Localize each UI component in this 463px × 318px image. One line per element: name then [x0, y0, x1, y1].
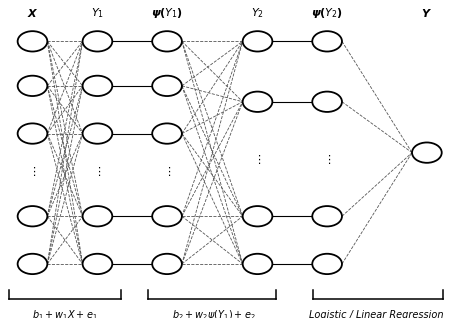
- Circle shape: [18, 76, 47, 96]
- Text: $\vdots$: $\vdots$: [163, 165, 171, 178]
- Circle shape: [82, 123, 112, 144]
- Text: $\boldsymbol{\psi(Y_2)}$: $\boldsymbol{\psi(Y_2)}$: [310, 6, 343, 20]
- Text: $\boldsymbol{Y_1}$: $\boldsymbol{Y_1}$: [91, 6, 104, 20]
- Circle shape: [152, 123, 181, 144]
- Circle shape: [242, 92, 272, 112]
- Text: $\vdots$: $\vdots$: [253, 153, 261, 165]
- Circle shape: [18, 254, 47, 274]
- Circle shape: [152, 76, 181, 96]
- Circle shape: [152, 206, 181, 226]
- Circle shape: [152, 31, 181, 52]
- Circle shape: [242, 254, 272, 274]
- Text: $b_2 + w_2\psi(Y_1) + e_2$: $b_2 + w_2\psi(Y_1) + e_2$: [171, 308, 255, 318]
- Text: $\vdots$: $\vdots$: [28, 165, 37, 178]
- Circle shape: [82, 31, 112, 52]
- Circle shape: [312, 92, 341, 112]
- Circle shape: [312, 31, 341, 52]
- Circle shape: [82, 206, 112, 226]
- Text: $\vdots$: $\vdots$: [322, 153, 331, 165]
- Text: Logistic / Linear Regression: Logistic / Linear Regression: [308, 310, 442, 318]
- Circle shape: [18, 123, 47, 144]
- Circle shape: [411, 142, 441, 163]
- Text: $\boldsymbol{Y_2}$: $\boldsymbol{Y_2}$: [250, 6, 263, 20]
- Circle shape: [312, 254, 341, 274]
- Circle shape: [312, 206, 341, 226]
- Circle shape: [242, 31, 272, 52]
- Circle shape: [18, 206, 47, 226]
- Text: $\vdots$: $\vdots$: [93, 165, 101, 178]
- Circle shape: [82, 254, 112, 274]
- Circle shape: [82, 76, 112, 96]
- Circle shape: [242, 206, 272, 226]
- Text: $b_1 + w_1X + e_1$: $b_1 + w_1X + e_1$: [32, 308, 98, 318]
- Circle shape: [152, 254, 181, 274]
- Circle shape: [18, 31, 47, 52]
- Text: $\boldsymbol{Y}$: $\boldsymbol{Y}$: [420, 7, 432, 19]
- Text: $\boldsymbol{X}$: $\boldsymbol{X}$: [27, 7, 38, 19]
- Text: $\boldsymbol{\psi(Y_1)}$: $\boldsymbol{\psi(Y_1)}$: [150, 6, 183, 20]
